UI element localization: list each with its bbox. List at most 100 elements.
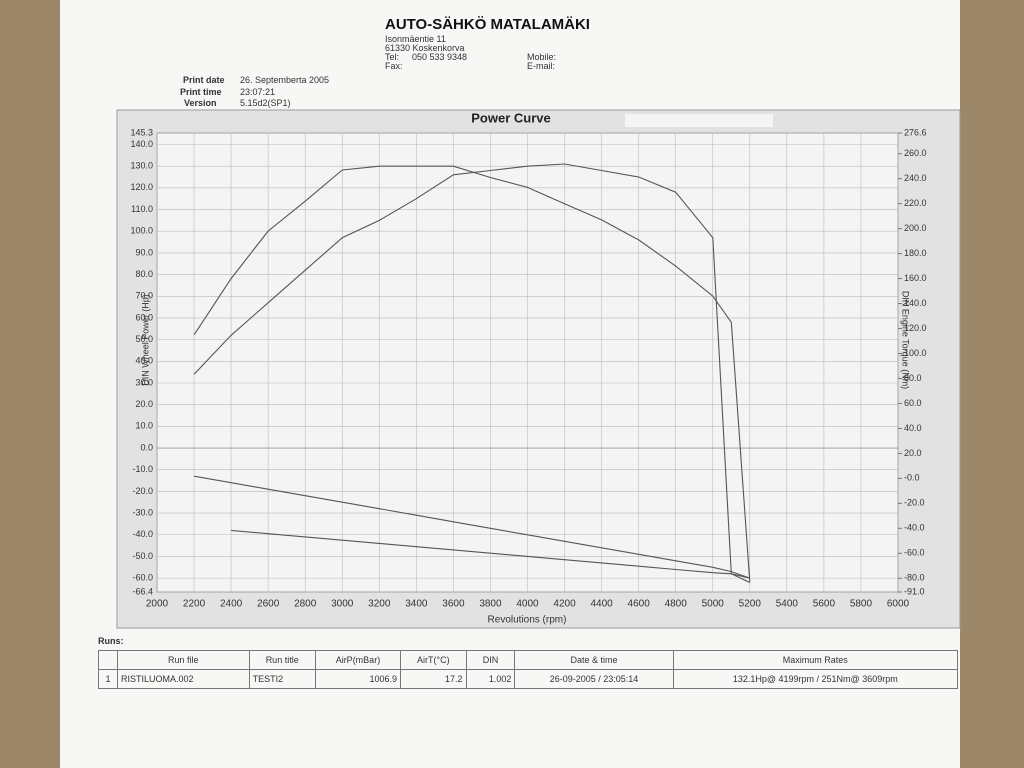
y-tick-label: -50.0 [132, 551, 153, 561]
y2-tick-label: 220.0 [904, 198, 927, 208]
y2-tick-label: 260.0 [904, 148, 927, 158]
x-tick-label: 3000 [331, 599, 354, 610]
y2-tick-label: 60.0 [904, 398, 922, 408]
y-tick-label: 30.0 [135, 377, 153, 387]
run-row: 1 RISTILUOMA.002 TESTI2 1006.9 17.2 1.00… [98, 669, 959, 689]
y2-tick-label: 100.0 [904, 348, 927, 358]
cell: 1 [98, 669, 118, 689]
y2-tick-label: 80.0 [904, 373, 922, 383]
y2-tick-label: -60.0 [904, 548, 925, 558]
x-tick-label: 6000 [887, 599, 910, 610]
x-tick-label: 2600 [257, 599, 280, 610]
x-tick-label: 5800 [850, 599, 873, 610]
y2-tick-label: 120.0 [904, 323, 927, 333]
runs: Runs: Run file Run title AirP(mBar) AirT… [98, 636, 959, 689]
header-cell: AirT(°C) [400, 650, 467, 670]
x-tick-label: 5200 [739, 599, 762, 610]
y-tick-label: 145.3 [130, 127, 153, 137]
y2-tick-label: 140.0 [904, 298, 927, 308]
x-tick-label: 2800 [294, 599, 317, 610]
x-tick-label: 5000 [702, 599, 725, 610]
y-axis-label: DIN Wheel Power (Hp) [140, 294, 150, 386]
x-tick-label: 5600 [813, 599, 836, 610]
tel: 050 533 9348 [412, 52, 468, 62]
x-tick-label: 4000 [516, 599, 539, 610]
mobile-label: Mobile: [527, 52, 557, 62]
print-time: 23:07:21 [240, 87, 276, 97]
series-line [193, 163, 751, 583]
header-cell [98, 650, 118, 670]
header-cell: DIN [465, 650, 516, 670]
x-tick-label: 4400 [590, 599, 613, 610]
y-tick-label: 60.0 [135, 312, 153, 322]
y2-tick-label: -40.0 [904, 523, 925, 533]
y2-tick-label: -0.0 [904, 473, 920, 483]
x-tick-label: 3400 [405, 599, 428, 610]
company: AUTO-SÄHKÖ MATALAMÄKI [385, 16, 590, 33]
y-tick-label: 10.0 [135, 421, 153, 431]
y2-tick-label: 20.0 [904, 448, 922, 458]
runs-table: Run file Run title AirP(mBar) AirT(°C) D… [98, 650, 959, 689]
blank-box [625, 114, 773, 127]
cell: 132.1Hp@ 4199rpm / 251Nm@ 3609rpm [672, 669, 959, 689]
y-tick-label: 0.0 [140, 442, 153, 452]
chart: Power Curve Revolutions (rpm) DIN Wheel … [116, 109, 961, 629]
cell: TESTI2 [248, 669, 316, 689]
y2-tick-label: 180.0 [904, 248, 927, 258]
x-tick-label: 2000 [146, 599, 169, 610]
y-tick-label: 70.0 [135, 291, 153, 301]
y2-tick-label: 160.0 [904, 273, 927, 283]
fax-label: Fax: [385, 61, 403, 71]
cell: 1.002 [465, 669, 516, 689]
chart-title: Power Curve [471, 110, 550, 125]
print-date-label: Print date [183, 75, 225, 85]
y-tick-label: 100.0 [130, 226, 153, 236]
version: 5.15d2(SP1) [240, 98, 291, 108]
x-tick-label: 4600 [628, 599, 651, 610]
x-tick-label: 3600 [442, 599, 465, 610]
cell: 1006.9 [314, 669, 402, 689]
y-tick-label: -10.0 [132, 464, 153, 474]
print-date: 26. Septemberta 2005 [240, 75, 330, 85]
series-line [231, 529, 750, 579]
cell: 26-09-2005 / 23:05:14 [514, 669, 674, 689]
y-tick-label: -60.0 [132, 572, 153, 582]
x-tick-label: 4200 [553, 599, 576, 610]
header-cell: Date & time [514, 650, 674, 670]
x-tick-label: 2400 [220, 599, 243, 610]
tel-label: Tel: [385, 52, 400, 62]
y2-tick-label: 240.0 [904, 173, 927, 183]
x-tick-label: 3200 [368, 599, 391, 610]
header-row: Run file Run title AirP(mBar) AirT(°C) D… [98, 650, 959, 670]
x-axis-label: Revolutions (rpm) [488, 615, 567, 626]
runs-title: Runs: [98, 636, 124, 646]
y-tick-label: 20.0 [135, 399, 153, 409]
version-label: Version [184, 98, 217, 108]
x-tick-label: 2200 [183, 599, 206, 610]
city: 61330 Koskenkorva [385, 43, 465, 53]
address: Isonmäentie 11 [385, 34, 446, 44]
header-cell: Run title [248, 650, 316, 670]
y2-tick-label: 200.0 [904, 223, 927, 233]
y-tick-label: 40.0 [135, 356, 153, 366]
y-tick-label: -66.4 [132, 586, 153, 596]
header-cell: AirP(mBar) [314, 650, 402, 670]
print-time-label: Print time [180, 87, 222, 97]
y2-tick-label: -91.0 [904, 586, 925, 596]
y-tick-label: 140.0 [130, 139, 153, 149]
y-tick-label: 50.0 [135, 334, 153, 344]
series-line [193, 165, 751, 583]
series-line [194, 475, 750, 579]
y-tick-label: 90.0 [135, 247, 153, 257]
header-cell: Maximum Rates [672, 650, 959, 670]
y2-tick-label: -20.0 [904, 498, 925, 508]
y-tick-label: -40.0 [132, 529, 153, 539]
y-tick-label: 130.0 [130, 161, 153, 171]
y-tick-label: -20.0 [132, 486, 153, 496]
y-tick-label: 80.0 [135, 269, 153, 279]
header-cell: Run file [117, 650, 250, 670]
y2-tick-label: -80.0 [904, 573, 925, 583]
y2-tick-label: 276.6 [904, 127, 927, 137]
y-tick-label: 110.0 [131, 204, 153, 214]
x-tick-label: 5400 [776, 599, 799, 610]
